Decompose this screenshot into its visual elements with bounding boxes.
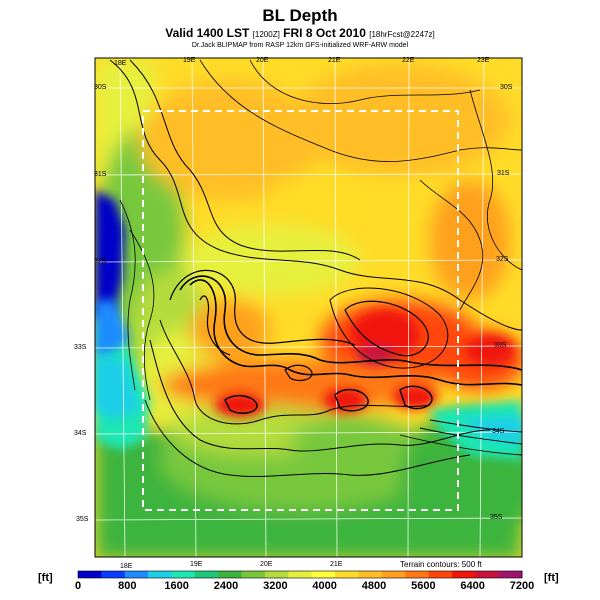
- colorbar-swatch: [451, 571, 476, 578]
- forecast-date: FRI 8 Oct 2010: [283, 26, 366, 40]
- utc-code: [1200Z]: [252, 30, 280, 39]
- colorbar-swatch: [194, 571, 219, 578]
- forecast-hour: [18hrFcst@2247z]: [369, 30, 435, 39]
- colorbar-swatch: [381, 571, 406, 578]
- map-frame: [94, 57, 523, 558]
- colorbar-swatch: [241, 571, 266, 578]
- colorbar-tick-label: 800: [118, 580, 137, 592]
- colorbar-tick-label: 6400: [460, 580, 485, 592]
- colorbar-swatch: [288, 571, 313, 578]
- colorbar-swatch: [335, 571, 359, 578]
- lon-label-bottom-20e: 20E: [260, 561, 273, 568]
- lat-label-right-31s: 31S: [497, 170, 510, 177]
- colorbar-swatch: [405, 571, 430, 578]
- lat-label-right-33s: 33S: [494, 342, 507, 349]
- lon-label-bottom-19e: 19E: [190, 561, 203, 568]
- colorbar-swatch: [358, 571, 383, 578]
- lon-label-top-23e: 23E: [477, 57, 490, 64]
- colorbar-swatch: [101, 571, 126, 578]
- colorbar-swatch: [78, 571, 102, 578]
- lon-label-top-20e: 20E: [256, 57, 269, 64]
- lat-label-right-35s: 35S: [490, 514, 503, 521]
- colorbar: [77, 570, 523, 579]
- colorbar-tick-label: 1600: [164, 580, 189, 592]
- colorbar-swatch: [124, 571, 149, 578]
- colorbar-tick-label: 5600: [411, 580, 436, 592]
- colorbar-tick-label: 7200: [509, 580, 535, 592]
- colorbar-swatch: [475, 571, 500, 578]
- lon-label-bottom-21e: 21E: [330, 561, 343, 568]
- colorbar-tick-label: 3200: [263, 580, 288, 592]
- domain-boundary: [142, 110, 459, 511]
- terrain-contours: [109, 59, 522, 477]
- map-title: BL Depth: [262, 6, 338, 25]
- lon-label-bottom-18e: 18E: [120, 563, 133, 570]
- lat-label-left-33s: 33S: [74, 344, 87, 351]
- lat-label-right-34s: 34S: [492, 428, 505, 435]
- colorbar-swatch: [148, 571, 172, 578]
- lon-label-top-21e: 21E: [328, 57, 341, 64]
- colorbar-swatch: [428, 571, 453, 578]
- lat-label-right-30s: 30S: [500, 84, 513, 91]
- colorbar-tick-label: 0: [74, 580, 82, 592]
- colorbar-frame: [77, 570, 523, 579]
- lat-label-left-31s: 31S: [94, 171, 107, 178]
- colorbar-unit-left: [ft]: [38, 572, 53, 584]
- map-subtitle: Valid 1400 LST [1200Z] FRI 8 Oct 2010 [1…: [0, 26, 600, 40]
- lat-lon-grid: [94, 57, 523, 558]
- lat-label-left-34s: 34S: [74, 430, 87, 437]
- lat-label-right-32s: 32S: [496, 256, 509, 263]
- colorbar-tick-label: 4000: [312, 580, 337, 592]
- colorbar-swatch: [218, 571, 243, 578]
- model-credit: Dr.Jack BLIPMAP from RASP 12km GFS-initi…: [191, 42, 409, 49]
- colorbar-swatch: [171, 571, 196, 578]
- lat-label-left-30s: 30S: [94, 84, 107, 91]
- lon-label-top-19e: 19E: [183, 57, 196, 64]
- lon-label-top-18e: 18E: [114, 60, 127, 67]
- lat-label-left-32s: 32S: [94, 258, 107, 265]
- valid-time: Valid 1400 LST: [165, 26, 250, 40]
- colorbar-tick-label: 4800: [361, 580, 387, 592]
- colorbar-tick-label: 2400: [213, 580, 239, 592]
- colorbar-unit-right: [ft]: [544, 572, 559, 584]
- lon-label-top-22e: 22E: [402, 57, 415, 64]
- lat-label-left-35s: 35S: [76, 516, 89, 523]
- colorbar-swatch: [311, 571, 336, 578]
- colorbar-swatch: [498, 571, 523, 578]
- terrain-contour-note: Terrain contours: 500 ft: [400, 560, 482, 569]
- colorbar-swatch: [264, 571, 289, 578]
